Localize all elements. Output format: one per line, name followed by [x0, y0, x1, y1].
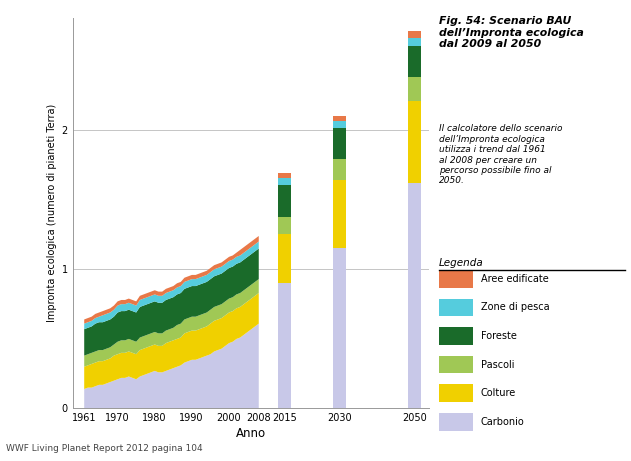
Bar: [333, 121, 346, 128]
Bar: [333, 159, 346, 180]
Text: Foreste: Foreste: [481, 331, 517, 341]
Bar: [408, 46, 421, 77]
Text: WWF Living Planet Report 2012 pagina 104: WWF Living Planet Report 2012 pagina 104: [6, 443, 203, 453]
Bar: [408, 100, 421, 183]
Bar: [333, 128, 346, 159]
Text: Carbonio: Carbonio: [481, 417, 524, 427]
Bar: [408, 183, 421, 408]
Text: Legenda: Legenda: [439, 258, 483, 268]
Bar: [278, 234, 291, 283]
Bar: [278, 283, 291, 408]
Bar: [408, 31, 421, 38]
Bar: [333, 116, 346, 121]
Bar: [408, 38, 421, 46]
Text: Aree edificate: Aree edificate: [481, 274, 548, 284]
Bar: [333, 248, 346, 408]
Bar: [408, 77, 421, 100]
Text: Zone di pesca: Zone di pesca: [481, 302, 550, 313]
Bar: [278, 173, 291, 178]
Bar: [278, 218, 291, 234]
Bar: [333, 180, 346, 248]
Bar: [278, 178, 291, 185]
Y-axis label: Impronta ecologica (numero di pianeti Terra): Impronta ecologica (numero di pianeti Te…: [47, 104, 57, 322]
Text: Il calcolatore dello scenario
dell’Impronta ecologica
utilizza i trend dal 1961
: Il calcolatore dello scenario dell’Impro…: [439, 124, 562, 185]
Text: Fig. 54: Scenario BAU
dell’Impronta ecologica
dal 2009 al 2050: Fig. 54: Scenario BAU dell’Impronta ecol…: [439, 16, 584, 49]
Text: Colture: Colture: [481, 388, 516, 398]
Text: Pascoli: Pascoli: [481, 360, 514, 370]
X-axis label: Anno: Anno: [236, 427, 266, 440]
Bar: [278, 185, 291, 218]
